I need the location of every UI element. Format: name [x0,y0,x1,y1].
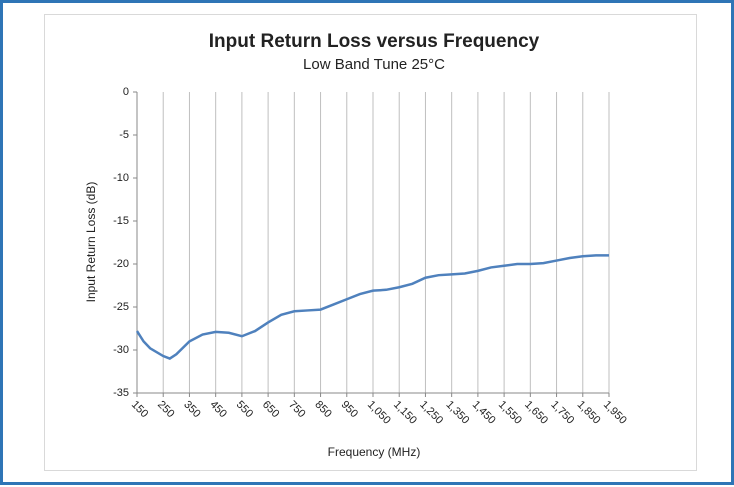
y-tick-label: 0 [123,86,129,98]
x-tick-label: 1,450 [470,399,498,427]
x-tick-label: 1,550 [496,399,524,427]
x-tick-label: 1,350 [443,399,471,427]
y-axis-label: Input Return Loss (dB) [84,182,98,303]
x-tick-label: 1,150 [391,399,419,427]
x-tick-label: 1,750 [548,399,576,427]
x-tick-label: 1,050 [365,399,393,427]
x-tick-label: 350 [181,399,202,420]
y-tick-label: -10 [113,172,129,184]
x-tick-label: 1,650 [522,399,550,427]
y-tick-label: -35 [113,387,129,399]
x-tick-label: 650 [260,399,281,420]
y-tick-label: -20 [113,258,129,270]
x-tick-label: 1,250 [417,399,445,427]
y-tick-label: -30 [113,344,129,356]
x-tick-label: 1,850 [575,399,603,427]
x-tick-label: 550 [234,399,255,420]
x-tick-label: 450 [207,399,228,420]
x-tick-label: 150 [129,399,150,420]
chart-subtitle: Low Band Tune 25°C [303,56,445,73]
y-tick-label: -25 [113,301,129,313]
x-tick-label: 750 [286,399,307,420]
x-axis-label: Frequency (MHz) [328,445,421,459]
x-tick-label: 850 [312,399,333,420]
x-tick-label: 950 [339,399,360,420]
x-tick-label: 1,950 [601,399,629,427]
chart-title: Input Return Loss versus Frequency [209,31,540,52]
x-tick-label: 250 [155,399,176,420]
chart-area [44,14,697,471]
y-tick-label: -15 [113,215,129,227]
data-line [135,254,609,361]
y-tick-label: -5 [119,129,129,141]
